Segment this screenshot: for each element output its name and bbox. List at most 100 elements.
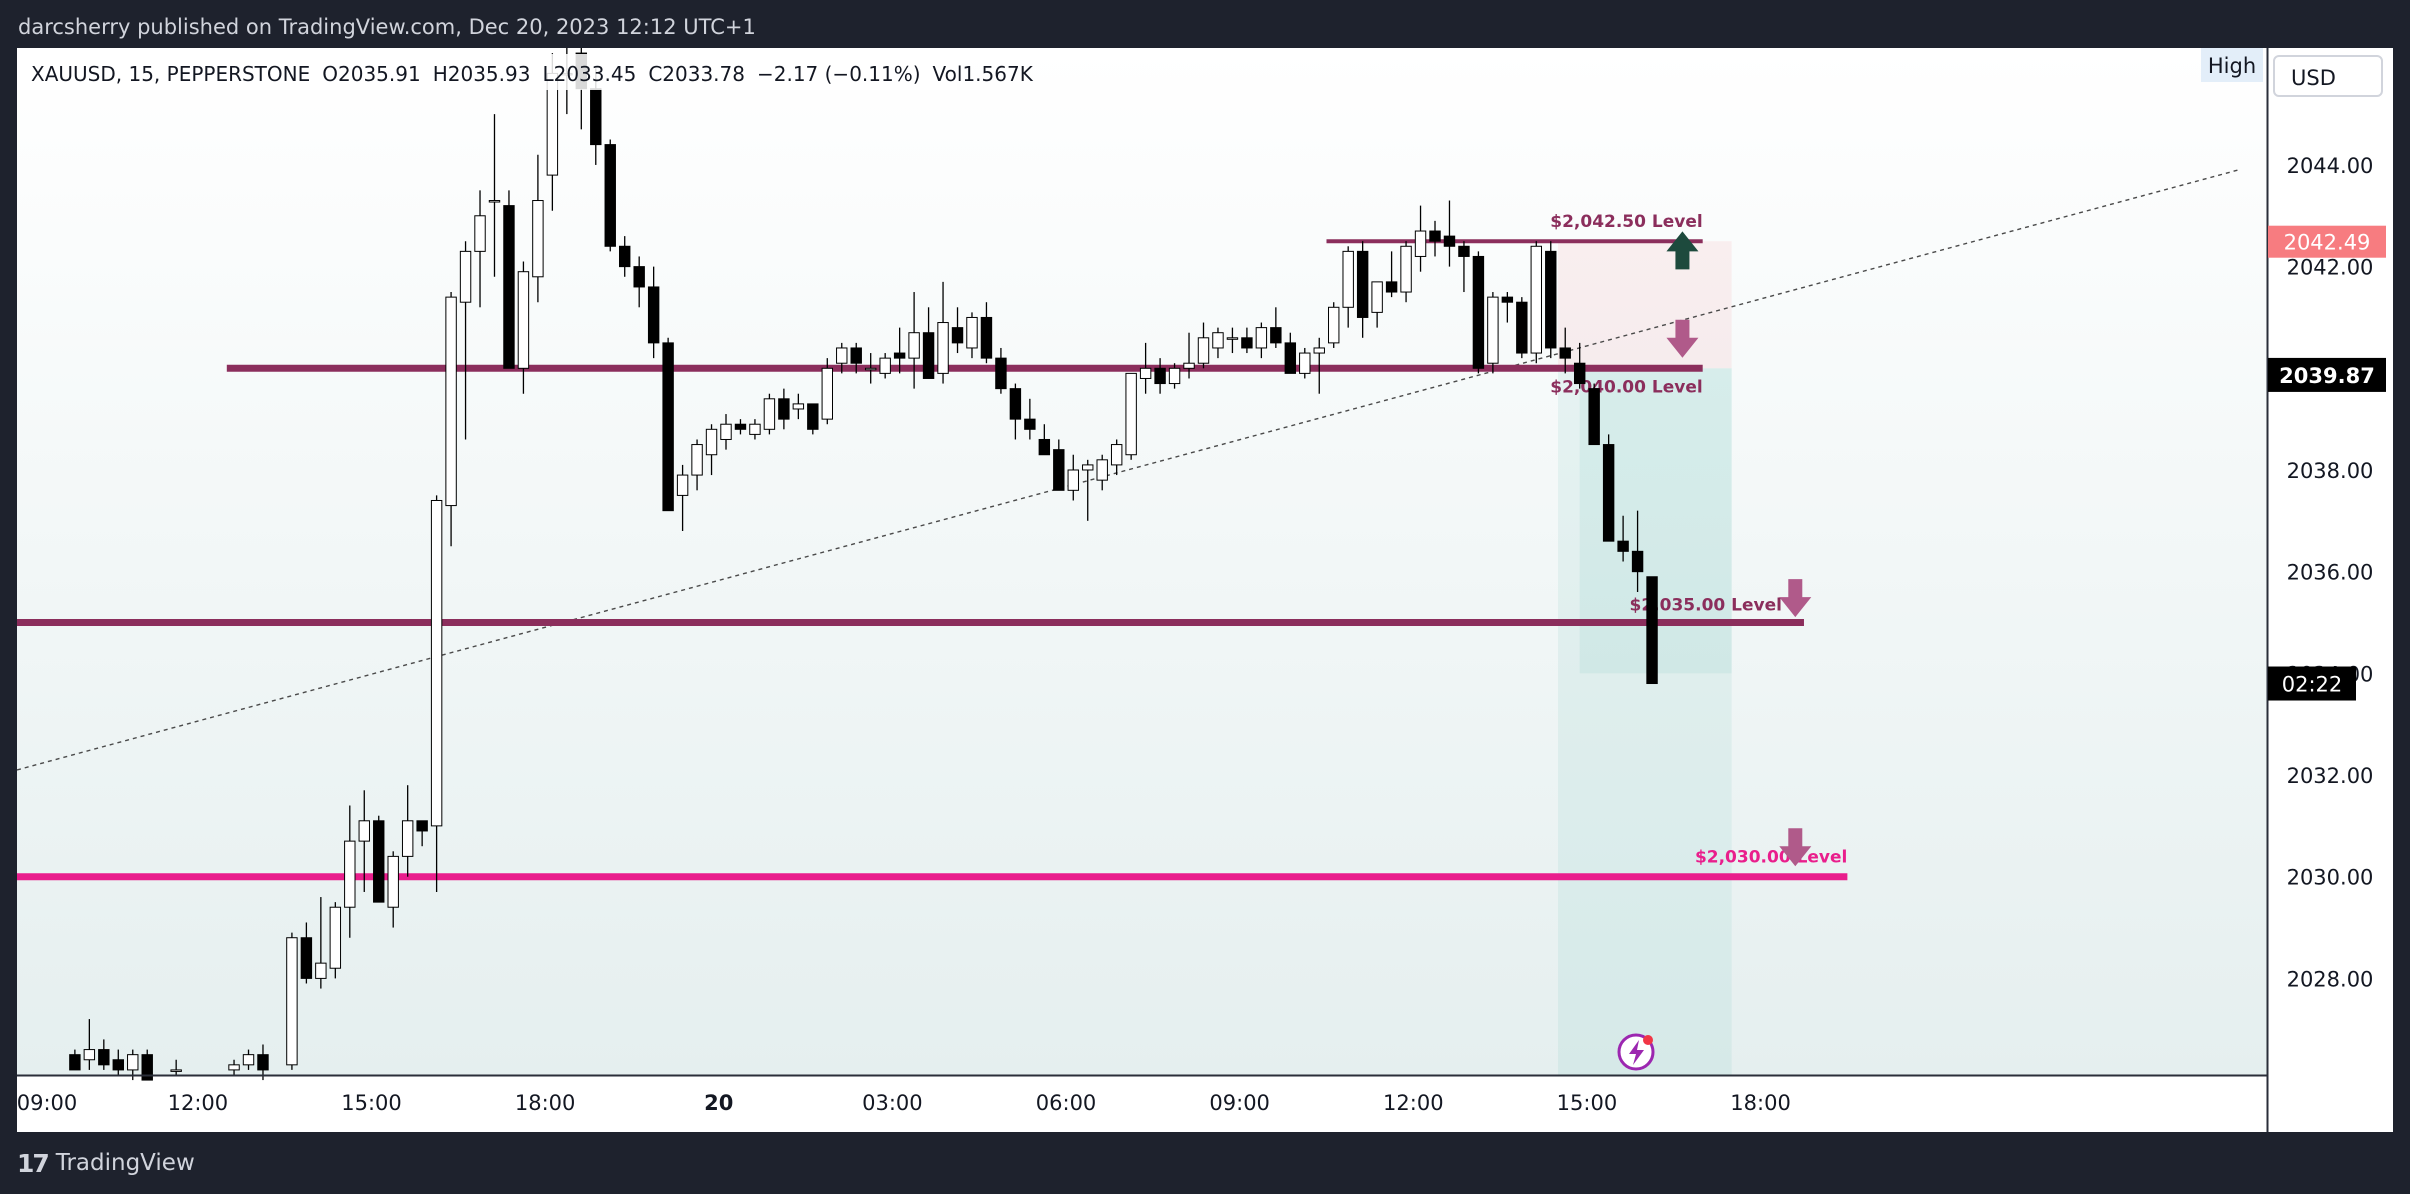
price-chart[interactable]: $2,042.50 Level $2,040.00 Level $2,035.00 … <box>17 48 2393 1132</box>
candle-body <box>1545 250 1557 349</box>
arrow-markers[interactable] <box>1666 231 1812 867</box>
bear-candle <box>1573 342 1586 389</box>
candle-body <box>1168 367 1181 385</box>
candle-body <box>879 357 891 374</box>
candle-body <box>1255 327 1268 349</box>
candle-body <box>329 906 342 969</box>
price-tick-label: 2044.00 <box>2287 154 2374 178</box>
high-price-badge: 2042.49 <box>2284 231 2371 255</box>
candle-body <box>1487 296 1499 364</box>
bear-candle <box>1356 241 1369 338</box>
bull-candle <box>1139 342 1152 394</box>
bear-candle <box>778 388 790 430</box>
arrow-up-icon[interactable] <box>1666 231 1699 270</box>
candle-body <box>836 347 848 364</box>
bear-candle <box>1038 424 1051 456</box>
legend-low: L2033.45 <box>542 62 636 86</box>
arrow-down-icon[interactable] <box>1779 579 1812 618</box>
high-price-badge-box <box>2268 225 2386 258</box>
bear-candle <box>98 1039 110 1070</box>
bull-candle <box>1371 281 1383 328</box>
candle-body <box>676 474 689 496</box>
bull-candle <box>676 464 689 531</box>
replay-bolt-icon[interactable] <box>1617 1033 1655 1071</box>
candle-body <box>980 316 993 359</box>
candle-body <box>430 499 443 827</box>
candle-body <box>445 296 457 507</box>
bear-candle <box>373 815 385 903</box>
candle-body <box>734 423 747 430</box>
bear-candle <box>416 820 428 847</box>
high-badge-box[interactable] <box>2201 48 2263 82</box>
candle-body <box>488 200 501 203</box>
time-tick-label: 18:00 <box>515 1091 576 1115</box>
bull-candle <box>344 805 356 938</box>
bear-candle <box>980 302 993 364</box>
bull-candle <box>488 114 501 277</box>
horizontal-levels[interactable]: $2,042.50 Level $2,040.00 Level $2,035.00 … <box>17 212 1848 881</box>
bear-candle <box>893 327 906 374</box>
bull-candle <box>1067 454 1079 501</box>
bull-candle <box>1299 347 1311 379</box>
bull-candle <box>228 1059 240 1075</box>
candle-body <box>705 428 718 456</box>
currency-button[interactable]: USD <box>2291 66 2336 90</box>
currency-button-box[interactable] <box>2273 55 2383 97</box>
countdown-badge: 02:22 <box>2282 673 2343 697</box>
candle-body <box>83 1049 96 1061</box>
candle-body <box>1125 372 1137 456</box>
bear-candle <box>1024 398 1036 440</box>
bull-candle <box>836 342 848 374</box>
candle-body <box>517 271 530 369</box>
high-badge[interactable]: High <box>2208 54 2256 78</box>
candle-body <box>1212 332 1224 349</box>
bull-candle <box>1183 332 1195 379</box>
bull-candle <box>1226 327 1239 354</box>
publish-line: darcsherry published on TradingView.com,… <box>18 15 756 39</box>
tradingview-brand[interactable]: TradingView <box>55 1150 195 1176</box>
candle-body <box>720 423 732 440</box>
time-tick-label: 03:00 <box>862 1091 923 1115</box>
bull-candle <box>1197 322 1210 369</box>
bull-candle <box>720 414 732 450</box>
price-badges: 2042.49 2039.87 02:22 <box>2268 225 2386 701</box>
candle-body <box>1024 418 1036 430</box>
time-tick-label: 15:00 <box>1557 1091 1618 1115</box>
legend-high: H2035.93 <box>433 62 531 86</box>
bear-candle <box>662 337 674 512</box>
candle-body <box>416 820 428 832</box>
bull-candle <box>1414 205 1427 272</box>
bear-candle <box>1284 332 1297 374</box>
bear-candle <box>1009 383 1022 440</box>
candle-body <box>951 327 964 344</box>
footer: 17 TradingView <box>0 1132 2410 1194</box>
last-price-badge: 2039.87 <box>2279 364 2375 388</box>
bear-candle <box>112 1049 124 1075</box>
candle-body <box>1241 337 1253 349</box>
candle-body <box>749 423 761 435</box>
arrow-down-icon[interactable] <box>1779 828 1812 867</box>
candle-body <box>1342 250 1354 308</box>
arrow-down-icon[interactable] <box>1666 319 1699 358</box>
legend-volume: Vol1.567K <box>933 62 1034 86</box>
tradingview-logo-icon[interactable]: 17 <box>17 1148 50 1178</box>
candle-body <box>1602 444 1615 542</box>
bear-candle <box>850 342 862 374</box>
last-price-badge-box <box>2268 357 2386 392</box>
target-zone <box>1557 368 1732 1075</box>
candle-body <box>1530 245 1543 354</box>
legend-close: C2033.78 <box>648 62 745 86</box>
chart-frame[interactable]: $2,042.50 Level $2,040.00 Level $2,035.00 … <box>17 48 2393 1132</box>
candle-body <box>908 332 920 359</box>
candle-body <box>1458 245 1470 257</box>
bear-candle <box>1631 510 1644 593</box>
bull-candle <box>749 419 761 440</box>
candle-body <box>966 316 978 349</box>
stop-zone <box>1557 241 1732 369</box>
bear-candle <box>1385 251 1398 298</box>
bull-candle <box>517 261 530 394</box>
bear-candle <box>1472 251 1485 374</box>
bear-candle <box>300 922 313 984</box>
candle-body <box>1559 347 1571 359</box>
candle-body <box>1299 352 1311 374</box>
